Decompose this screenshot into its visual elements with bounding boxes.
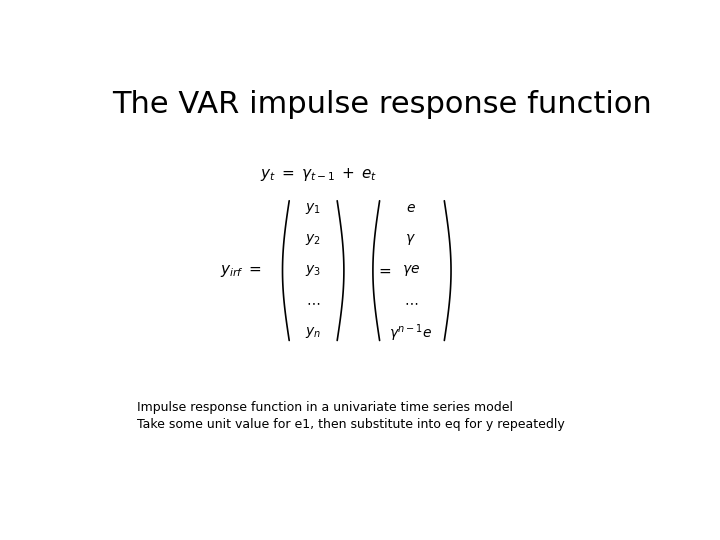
Text: $\gamma e$: $\gamma e$ (402, 263, 420, 278)
Text: $y_n$: $y_n$ (305, 326, 321, 341)
Text: The VAR impulse response function: The VAR impulse response function (112, 90, 652, 119)
Text: $\gamma$: $\gamma$ (405, 232, 416, 247)
Text: $\cdots$: $\cdots$ (404, 295, 418, 309)
Text: $y_1$: $y_1$ (305, 201, 321, 216)
Text: $e$: $e$ (406, 201, 416, 215)
Text: Impulse response function in a univariate time series model: Impulse response function in a univariat… (138, 401, 513, 414)
Text: $\cdots$: $\cdots$ (306, 295, 320, 309)
Text: $=$: $=$ (376, 263, 392, 278)
Text: $y_2$: $y_2$ (305, 232, 321, 247)
Text: $\gamma^{n-1} e$: $\gamma^{n-1} e$ (389, 322, 433, 344)
Text: $y_{irf}\;=$: $y_{irf}\;=$ (220, 262, 261, 279)
Text: $y_t\;=\;\gamma_{t-1}\;+\;e_t$: $y_t\;=\;\gamma_{t-1}\;+\;e_t$ (260, 166, 377, 184)
Text: Take some unit value for e1, then substitute into eq for y repeatedly: Take some unit value for e1, then substi… (138, 418, 565, 431)
Text: $y_3$: $y_3$ (305, 263, 321, 278)
